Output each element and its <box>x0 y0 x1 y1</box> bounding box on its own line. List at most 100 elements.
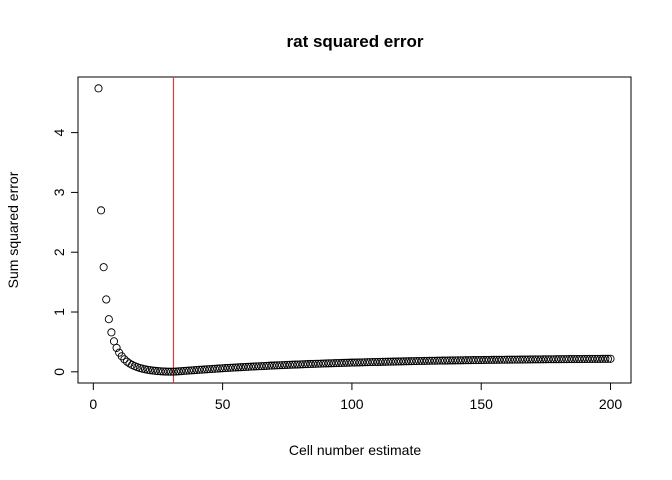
point <box>578 354 587 364</box>
y-tick-label: 2 <box>51 248 67 256</box>
point <box>373 357 382 367</box>
point <box>345 358 354 367</box>
point <box>440 356 450 365</box>
point <box>482 355 491 364</box>
point <box>477 355 486 365</box>
point <box>528 355 537 364</box>
point <box>363 358 372 367</box>
point <box>562 355 571 364</box>
point <box>570 355 579 364</box>
point <box>319 359 328 368</box>
point <box>580 354 589 364</box>
point <box>583 354 592 364</box>
point <box>267 361 276 370</box>
point <box>534 355 543 364</box>
point <box>283 360 292 369</box>
point <box>288 360 297 369</box>
point <box>428 356 437 365</box>
point <box>598 354 607 363</box>
point <box>546 355 556 364</box>
point <box>417 356 426 366</box>
point <box>290 360 300 369</box>
point <box>301 360 310 369</box>
point <box>239 362 248 372</box>
point <box>585 354 594 364</box>
point <box>464 356 473 365</box>
point <box>314 359 323 368</box>
point <box>172 367 181 376</box>
point <box>159 367 168 376</box>
point <box>208 364 217 373</box>
point <box>505 355 514 364</box>
point <box>575 354 584 364</box>
point <box>425 356 434 365</box>
point <box>278 361 287 370</box>
point <box>360 358 369 367</box>
point <box>443 356 452 365</box>
point <box>461 356 470 365</box>
point <box>174 367 183 376</box>
point <box>236 363 245 372</box>
point <box>376 357 385 366</box>
point <box>355 358 364 367</box>
point <box>381 357 390 366</box>
point <box>249 362 258 371</box>
point <box>228 363 238 372</box>
point <box>257 362 266 371</box>
point <box>404 357 413 366</box>
point <box>409 357 419 366</box>
point <box>156 367 165 376</box>
plot-box <box>77 76 632 384</box>
point <box>603 354 612 363</box>
point <box>146 366 155 375</box>
point <box>275 361 284 370</box>
point <box>510 355 519 364</box>
chart-title: rat squared error <box>287 32 424 51</box>
point <box>557 355 566 364</box>
point <box>316 359 325 368</box>
point <box>241 362 250 371</box>
point <box>396 357 406 366</box>
point <box>337 358 346 368</box>
point <box>112 343 121 352</box>
point <box>262 361 271 370</box>
point <box>104 315 113 324</box>
x-tick-label: 50 <box>215 396 231 412</box>
point <box>327 359 336 368</box>
y-tick-label: 0 <box>51 368 67 376</box>
point <box>120 355 129 364</box>
point <box>503 355 512 364</box>
point <box>234 363 243 372</box>
point <box>215 364 225 373</box>
point <box>342 358 351 367</box>
point <box>433 356 442 365</box>
point <box>487 355 496 364</box>
point <box>590 354 600 363</box>
point <box>340 358 349 367</box>
point <box>322 359 331 368</box>
point <box>358 358 367 367</box>
point <box>153 367 163 376</box>
point <box>407 357 416 366</box>
point <box>521 355 530 364</box>
y-axis-label: Sum squared error <box>5 171 21 288</box>
point <box>518 355 527 364</box>
point <box>311 359 320 368</box>
point <box>371 357 380 367</box>
point <box>365 358 375 367</box>
point <box>593 354 602 363</box>
point <box>596 354 605 363</box>
point <box>270 361 279 370</box>
y-tick-label: 4 <box>51 129 67 137</box>
point <box>492 355 501 364</box>
point <box>169 367 178 376</box>
point <box>456 356 465 365</box>
point <box>378 357 387 366</box>
point <box>536 355 545 364</box>
point <box>402 357 411 366</box>
point <box>490 355 499 364</box>
point <box>446 356 455 365</box>
point <box>309 359 318 368</box>
y-tick-label: 1 <box>51 308 67 316</box>
